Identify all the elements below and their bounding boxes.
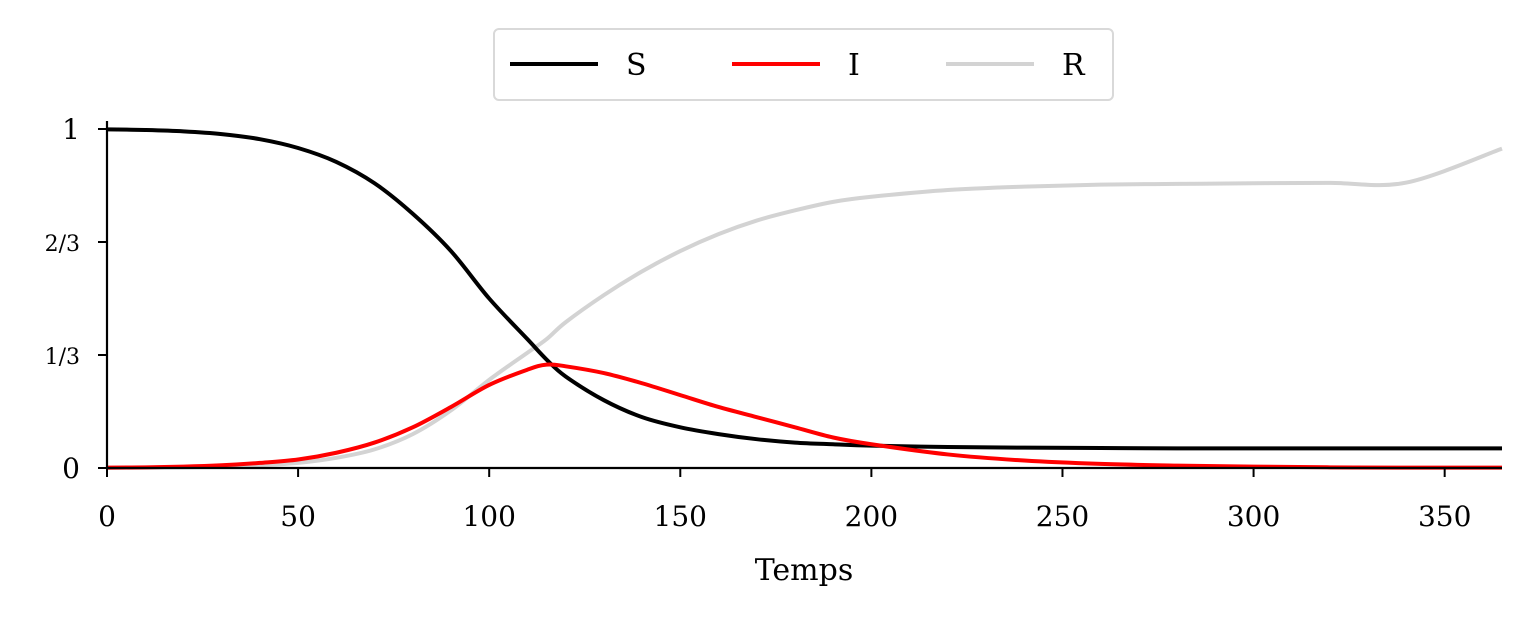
series-lines: [106, 127, 1503, 470]
x-axis-ticks: 0 50 100 150 200 250 300 350: [98, 468, 1471, 533]
series-line-i: [106, 362, 1503, 470]
y-tick-label: 1: [62, 113, 80, 146]
x-tick-label: 350: [1418, 500, 1471, 533]
y-tick-label: 1/3: [45, 345, 80, 370]
y-axis-ticks: 0 1/3 2/3 1: [45, 113, 107, 485]
x-tick-label: 250: [1036, 500, 1089, 533]
legend-label-i: I: [848, 48, 860, 83]
x-tick-label: 50: [280, 500, 316, 533]
plot-area: 0 50 100 150 200 250 300 350 0 1/3 2/3 1 Temps: [45, 113, 1503, 588]
y-tick-label: 2/3: [45, 232, 80, 257]
x-tick-label: 100: [462, 500, 515, 533]
series-line-r: [106, 146, 1503, 470]
series-line-s: [106, 127, 1502, 451]
legend-label-s: S: [626, 48, 647, 83]
legend-label-r: R: [1062, 48, 1086, 83]
x-tick-label: 200: [845, 500, 898, 533]
y-tick-label: 0: [62, 452, 80, 485]
x-axis-title: Temps: [755, 553, 853, 588]
x-tick-label: 300: [1227, 500, 1280, 533]
x-tick-label: 150: [654, 500, 707, 533]
x-tick-label: 0: [98, 500, 116, 533]
